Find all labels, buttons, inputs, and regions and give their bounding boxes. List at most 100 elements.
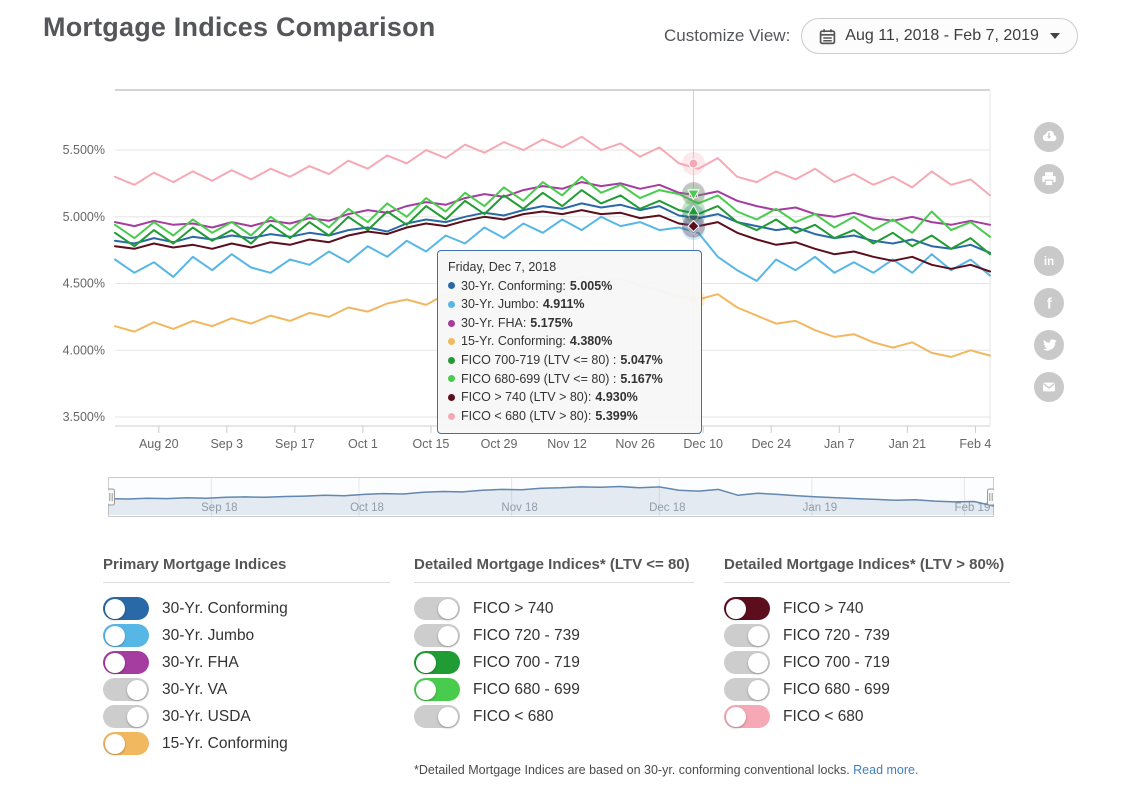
svg-text:Nov 18: Nov 18	[501, 502, 537, 514]
divider	[103, 582, 390, 583]
navigator-chart[interactable]: Sep 18 Oct 18 Nov 18 Dec 18 Jan 19 Feb 19	[108, 477, 994, 517]
tooltip-series-value: 5.399%	[595, 408, 638, 423]
tooltip-date: Friday, Dec 7, 2018	[448, 260, 557, 274]
toggle-knob	[726, 598, 746, 619]
tooltip-series-label: FICO 700-719 (LTV <= 80) :	[461, 352, 617, 367]
legend-label: FICO 720 - 739	[783, 626, 890, 644]
toggle-knob	[438, 625, 458, 646]
legend-label: FICO 720 - 739	[473, 626, 580, 644]
tooltip-series-value: 4.911%	[542, 297, 585, 312]
toggle-fico-680-699[interactable]	[724, 678, 770, 701]
svg-text:5.000%: 5.000%	[63, 210, 105, 224]
toggle-fico-700-719[interactable]	[724, 651, 770, 674]
svg-text:Jan 19: Jan 19	[803, 502, 838, 514]
legend-row: FICO 720 - 739	[724, 622, 1010, 649]
svg-text:Feb 4: Feb 4	[959, 437, 991, 451]
series-color-dot	[448, 393, 455, 401]
toggle-knob	[105, 733, 125, 754]
legend-row: FICO > 740	[414, 595, 694, 622]
read-more-link[interactable]: Read more.	[853, 763, 919, 777]
toggle-fico-700-719[interactable]	[414, 651, 460, 674]
tooltip-row: FICO > 740 (LTV > 80): 4.930%	[448, 388, 691, 407]
legend-row: FICO 700 - 719	[724, 649, 1010, 676]
tooltip-series-label: 30-Yr. Jumbo:	[461, 297, 539, 312]
legend-label: 30-Yr. VA	[162, 680, 228, 698]
tooltip-row: FICO < 680 (LTV > 80): 5.399%	[448, 407, 691, 426]
toggle-fico-740[interactable]	[414, 597, 460, 620]
svg-text:in: in	[1044, 256, 1054, 268]
legend-col-2: Detailed Mortgage Indices* (LTV <= 80) F…	[414, 556, 694, 730]
legend-row: FICO < 680	[724, 703, 1010, 730]
legend-label: 30-Yr. Jumbo	[162, 626, 255, 644]
tooltip-row: 30-Yr. Jumbo: 4.911%	[448, 295, 691, 314]
svg-text:Dec 24: Dec 24	[751, 437, 791, 451]
print-icon[interactable]	[1034, 164, 1064, 194]
legend-row: 30-Yr. Jumbo	[103, 622, 390, 649]
legend-label: FICO < 680	[473, 707, 554, 725]
facebook-icon[interactable]: f	[1034, 288, 1064, 318]
svg-text:Oct 1: Oct 1	[348, 437, 378, 451]
toggle-fico-720-739[interactable]	[724, 624, 770, 647]
tooltip-series-value: 4.380%	[569, 334, 613, 349]
toggle-30-yr-va[interactable]	[103, 678, 149, 701]
legend-label: FICO 700 - 719	[783, 653, 890, 671]
toggle-knob	[416, 652, 436, 673]
linkedin-icon[interactable]: in	[1034, 246, 1064, 276]
tooltip-series-value: 5.175%	[530, 315, 573, 330]
toggle-15-yr-conforming[interactable]	[103, 732, 149, 755]
tooltip-row: 15-Yr. Conforming: 4.380%	[448, 332, 691, 351]
svg-text:4.500%: 4.500%	[63, 277, 105, 291]
toggle-30-yr-jumbo[interactable]	[103, 624, 149, 647]
calendar-icon	[820, 28, 836, 44]
toggle-fico-720-739[interactable]	[414, 624, 460, 647]
svg-text:f: f	[1047, 297, 1052, 313]
toggle-knob	[416, 679, 436, 700]
divider	[414, 582, 694, 583]
legend-row: FICO < 680	[414, 703, 694, 730]
toggle-fico-740[interactable]	[724, 597, 770, 620]
series-color-dot	[448, 282, 455, 290]
tooltip-series-value: 5.047%	[620, 352, 663, 367]
navigator-handle-left[interactable]	[108, 488, 115, 506]
legend-row: FICO 680 - 699	[414, 676, 694, 703]
toggle-30-yr-usda[interactable]	[103, 705, 149, 728]
legend-label: FICO < 680	[783, 707, 864, 725]
email-icon[interactable]	[1034, 372, 1064, 402]
toggle-fico-680-699[interactable]	[414, 678, 460, 701]
twitter-icon[interactable]	[1034, 330, 1064, 360]
legend-col-3: Detailed Mortgage Indices* (LTV > 80%) F…	[724, 556, 1010, 730]
tooltip-row: FICO 680-699 (LTV <= 80) :5.167%	[448, 370, 691, 389]
svg-text:Dec 18: Dec 18	[649, 502, 685, 514]
customize-view: Customize View: Aug 11, 2018 - Feb 7, 20…	[664, 18, 1078, 54]
toggle-30-yr-fha[interactable]	[103, 651, 149, 674]
svg-text:Sep 3: Sep 3	[210, 437, 243, 451]
toggle-fico-680[interactable]	[414, 705, 460, 728]
toggle-knob	[105, 625, 125, 646]
svg-text:5.500%: 5.500%	[63, 143, 105, 157]
svg-text:Dec 10: Dec 10	[683, 437, 723, 451]
svg-text:Oct 18: Oct 18	[350, 502, 384, 514]
toggle-30-yr-conforming[interactable]	[103, 597, 149, 620]
legend-row: FICO 700 - 719	[414, 649, 694, 676]
download-icon[interactable]	[1034, 122, 1064, 152]
navigator-handle-right[interactable]	[987, 488, 995, 506]
svg-text:Sep 17: Sep 17	[275, 437, 315, 451]
toggle-knob	[748, 625, 768, 646]
legend-label: 30-Yr. Conforming	[162, 599, 288, 617]
customize-view-label: Customize View:	[664, 26, 791, 45]
toggle-knob	[438, 598, 458, 619]
legend-label: FICO 680 - 699	[783, 680, 890, 698]
toggle-knob	[105, 598, 125, 619]
tooltip-series-label: 15-Yr. Conforming:	[461, 334, 566, 349]
toggle-fico-680[interactable]	[724, 705, 770, 728]
date-range-button[interactable]: Aug 11, 2018 - Feb 7, 2019	[801, 18, 1078, 54]
svg-text:Aug 20: Aug 20	[139, 437, 179, 451]
legend-label: 30-Yr. FHA	[162, 653, 239, 671]
legend-group-title: Primary Mortgage Indices	[103, 556, 287, 573]
svg-text:Jan 21: Jan 21	[889, 437, 927, 451]
legend-label: 30-Yr. USDA	[162, 707, 251, 725]
toggle-knob	[748, 652, 768, 673]
date-range-text: Aug 11, 2018 - Feb 7, 2019	[845, 27, 1039, 44]
caret-down-icon	[1049, 33, 1060, 39]
legend-label: 15-Yr. Conforming	[162, 734, 288, 752]
